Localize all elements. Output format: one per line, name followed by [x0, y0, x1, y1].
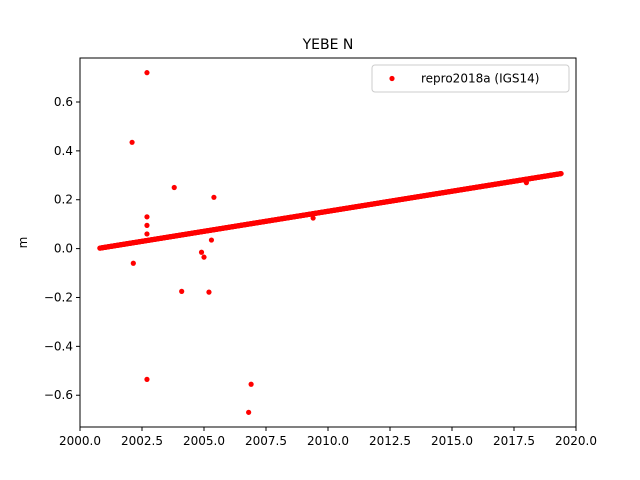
legend-marker [389, 75, 395, 82]
data-point [208, 237, 215, 243]
y-tick-label: −0.6 [44, 388, 73, 402]
data-point [144, 231, 150, 237]
data-point [130, 260, 136, 266]
y-tick-label: 0.6 [54, 95, 73, 109]
data-points [97, 70, 564, 415]
data-point [171, 184, 177, 191]
data-point [198, 249, 205, 255]
y-axis-label: m [16, 237, 30, 249]
x-tick-label: 2020.0 [555, 434, 597, 448]
y-tick-label: −0.2 [44, 290, 73, 304]
data-point [144, 376, 150, 382]
data-point [201, 254, 207, 260]
plot-area [80, 58, 576, 427]
y-tick-label: 0.2 [54, 193, 73, 207]
x-tick-label: 2007.5 [245, 434, 287, 448]
y-tick-label: −0.4 [44, 339, 73, 353]
data-point [129, 139, 135, 145]
legend-label: repro2018a (IGS14) [421, 72, 539, 86]
data-point [310, 215, 316, 221]
data-point [144, 222, 150, 228]
x-tick-label: 2000.0 [59, 434, 101, 448]
data-point [211, 194, 217, 200]
data-point [523, 180, 530, 186]
y-tick-label: 0.0 [54, 242, 73, 256]
x-tick-label: 2012.5 [369, 434, 411, 448]
data-point [246, 409, 252, 415]
data-point [558, 170, 564, 177]
x-tick-label: 2005.0 [183, 434, 225, 448]
x-tick-label: 2017.5 [493, 434, 535, 448]
legend: repro2018a (IGS14) [371, 64, 570, 93]
x-tick-label: 2015.0 [431, 434, 473, 448]
x-tick-label: 2010.0 [307, 434, 349, 448]
x-tick-label: 2002.5 [121, 434, 163, 448]
data-point [144, 70, 150, 76]
y-axis: −0.6 −0.4 −0.2 0.0 0.2 0.4 0.6 [44, 95, 80, 402]
legend-box [371, 64, 570, 93]
data-point [248, 381, 254, 387]
chart-title: YEBE N [302, 37, 354, 53]
data-point [206, 289, 212, 295]
y-tick-label: 0.4 [54, 144, 73, 158]
x-axis: 2000.0 2002.5 2005.0 2007.5 2010.0 2012.5 2015… [59, 427, 597, 448]
data-point [144, 214, 150, 220]
data-point [179, 288, 185, 294]
